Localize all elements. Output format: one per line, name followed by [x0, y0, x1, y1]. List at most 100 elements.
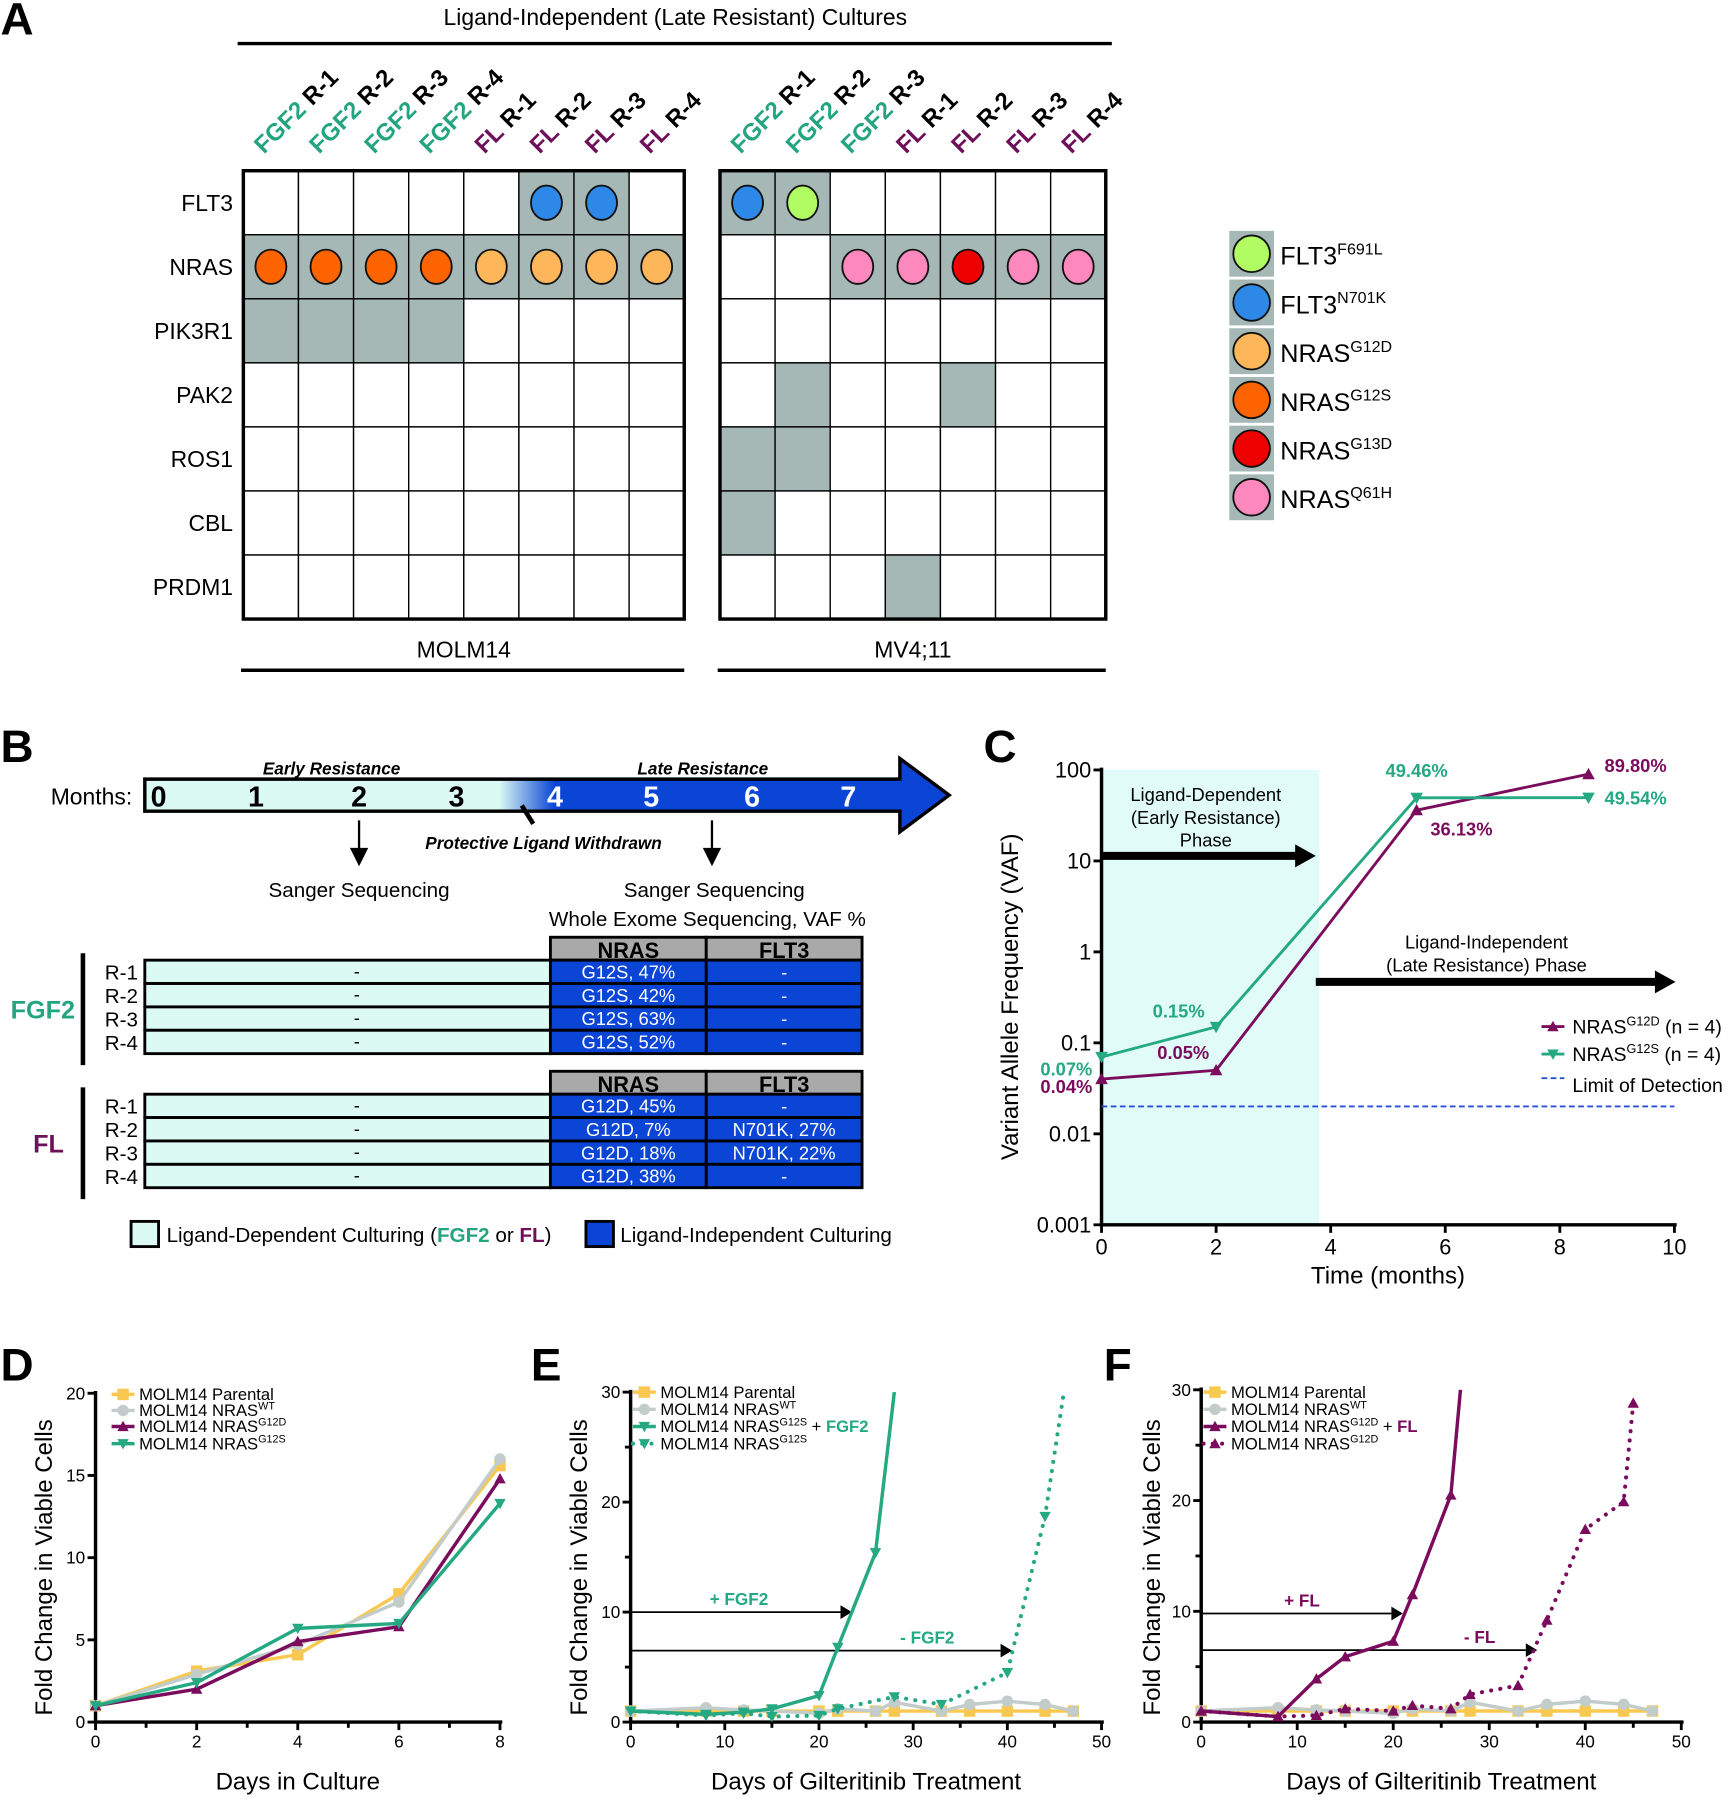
empty-cell [719, 362, 776, 428]
y-tick-label: 20 [1172, 1491, 1191, 1511]
column-label: FL R-2 [525, 87, 597, 159]
triangle-up-marker [1541, 1614, 1553, 1625]
annotation-label: + FGF2 [710, 1589, 769, 1609]
circle-marker [1579, 1695, 1591, 1707]
empty-cell [628, 554, 685, 620]
sanger-late-label: Sanger Sequencing [624, 879, 805, 902]
circle-marker [935, 1705, 948, 1717]
chart-e: 0 10 20 30 40 50 0 10 20 30 Fold Change in Viable … [566, 1382, 1111, 1796]
panel-label-d: D [0, 1340, 33, 1391]
legend-name: NRAS [1572, 1016, 1626, 1038]
triangle-down-marker [1095, 1051, 1108, 1064]
series-line [95, 1502, 502, 1708]
legend-superscript: G12D [1350, 1417, 1378, 1429]
legend-variant: F691L [1337, 240, 1383, 258]
x-tick-label: 50 [1092, 1731, 1111, 1751]
empty-cell [463, 362, 520, 428]
early-cell [143, 1116, 552, 1143]
group-label-fl: FL [33, 1130, 64, 1158]
legend-label: NRASG13D [1280, 435, 1392, 465]
replicate-label: R-2 [105, 985, 138, 1008]
empty-cell [297, 554, 355, 620]
legend-label: MOLM14 NRASWT [139, 1401, 275, 1421]
y-tick-label: 20 [66, 1383, 85, 1403]
month-tick-label: 0 [151, 782, 167, 814]
legend-fl: FL [519, 1224, 544, 1247]
grid-border [718, 169, 1108, 621]
y-tick-label: 10 [1172, 1601, 1191, 1621]
empty-cell [297, 490, 355, 556]
triangle-down-marker [813, 1691, 825, 1702]
series-g12d: 0.04%0.05%36.13%89.80%NRASG12D (n = 4) [1040, 755, 1721, 1097]
flt3-n701k-mutation-dot [731, 184, 764, 221]
data-label: 49.54% [1605, 788, 1667, 809]
empty-cell [242, 426, 300, 492]
column-label: FL R-4 [1056, 86, 1128, 158]
triangle-down-marker [766, 1704, 778, 1715]
triangle-up-marker [1410, 803, 1423, 816]
triangle-up-marker [1406, 1588, 1419, 1600]
series-line [1101, 772, 1589, 1081]
circle-marker [117, 1404, 129, 1417]
triangle-up-marker [1464, 1688, 1476, 1699]
legend-variant: N701K [1337, 289, 1386, 307]
legend-label: MOLM14 NRASG12D [139, 1417, 286, 1437]
legend-label: NRASG12S [1280, 386, 1391, 416]
legend-item-nras-g13d: NRASG13D [1228, 424, 1392, 473]
triangle-down-marker [766, 1712, 778, 1723]
early-cell [143, 958, 552, 985]
legend-label: MOLM14 Parental [660, 1383, 795, 1402]
triangle-up-marker [190, 1683, 203, 1694]
arrow-head-icon [1295, 844, 1316, 868]
early-cell [143, 1162, 552, 1190]
flt3-result: - [781, 1096, 787, 1117]
replicate-label: R-1 [105, 962, 138, 985]
x-tick-label: 10 [1662, 1235, 1686, 1260]
series-line [95, 1458, 502, 1708]
empty-cell [994, 554, 1052, 620]
triangle-up-marker [1445, 1489, 1457, 1500]
triangle-down-marker [737, 1708, 750, 1720]
series-g12s-dotted: MOLM14 NRASG12S [624, 1390, 1066, 1723]
early-cell [143, 1005, 552, 1032]
replicate-label: R-3 [105, 1008, 138, 1031]
square-marker [1039, 1705, 1051, 1717]
legend-name: MOLM14 NRAS [660, 1434, 779, 1453]
triangle-down-marker [1547, 1049, 1559, 1060]
x-axis-label: Days of Gilteritinib Treatment [1286, 1769, 1596, 1796]
empty-cell [407, 170, 465, 236]
legend-superscript: G12S [1627, 1042, 1659, 1056]
flt3-result: - [781, 1166, 787, 1187]
empty-cell [939, 554, 997, 620]
replicate-label: R-1 [105, 1096, 138, 1119]
legend-superscript: WT [779, 1399, 796, 1411]
legend-gene: NRAS [1280, 340, 1350, 368]
empty-cell [774, 490, 831, 556]
triangle-up-marker [1310, 1709, 1323, 1721]
empty-cell [407, 426, 465, 492]
y-tick-label: 0 [1181, 1712, 1191, 1732]
legend-label: NRASG12D [1280, 338, 1392, 368]
empty-cell [628, 298, 685, 364]
panel-a-legend: FLT3F691LFLT3N701KNRASG12DNRASG12SNRASG1… [1228, 229, 1392, 522]
legend-swatch-independent [584, 1219, 615, 1249]
month-tick-label: 2 [351, 782, 367, 814]
nras-result: G12S, 52% [581, 1032, 675, 1053]
legend-name: MOLM14 NRAS [1231, 1417, 1350, 1436]
empty-cell [994, 170, 1052, 236]
empty-cell [573, 426, 630, 492]
mutated-cell [884, 554, 942, 620]
table-fgf2: NRAS FLT3 R-1 - G12S, 47% - R-2 - G12S, 42% - R-3 -… [11, 935, 864, 1066]
panel-b-timeline: Months: 0 1 2 3 4 5 6 7 Early Resistance Late Resi… [11, 755, 953, 1249]
flt3-result: N701K, 27% [733, 1119, 836, 1140]
empty-cell [628, 170, 685, 236]
grid-border [241, 169, 686, 621]
x-tick-label: 30 [1480, 1731, 1499, 1751]
series-parental: MOLM14 Parental [89, 1385, 506, 1712]
series-g12s: MOLM14 NRASG12S + FGF2 [624, 1391, 897, 1721]
timeline-arrow [143, 755, 953, 836]
triangle-down-marker [813, 1710, 825, 1722]
column-header-nras: NRAS [598, 1072, 660, 1097]
empty-cell [884, 170, 942, 236]
